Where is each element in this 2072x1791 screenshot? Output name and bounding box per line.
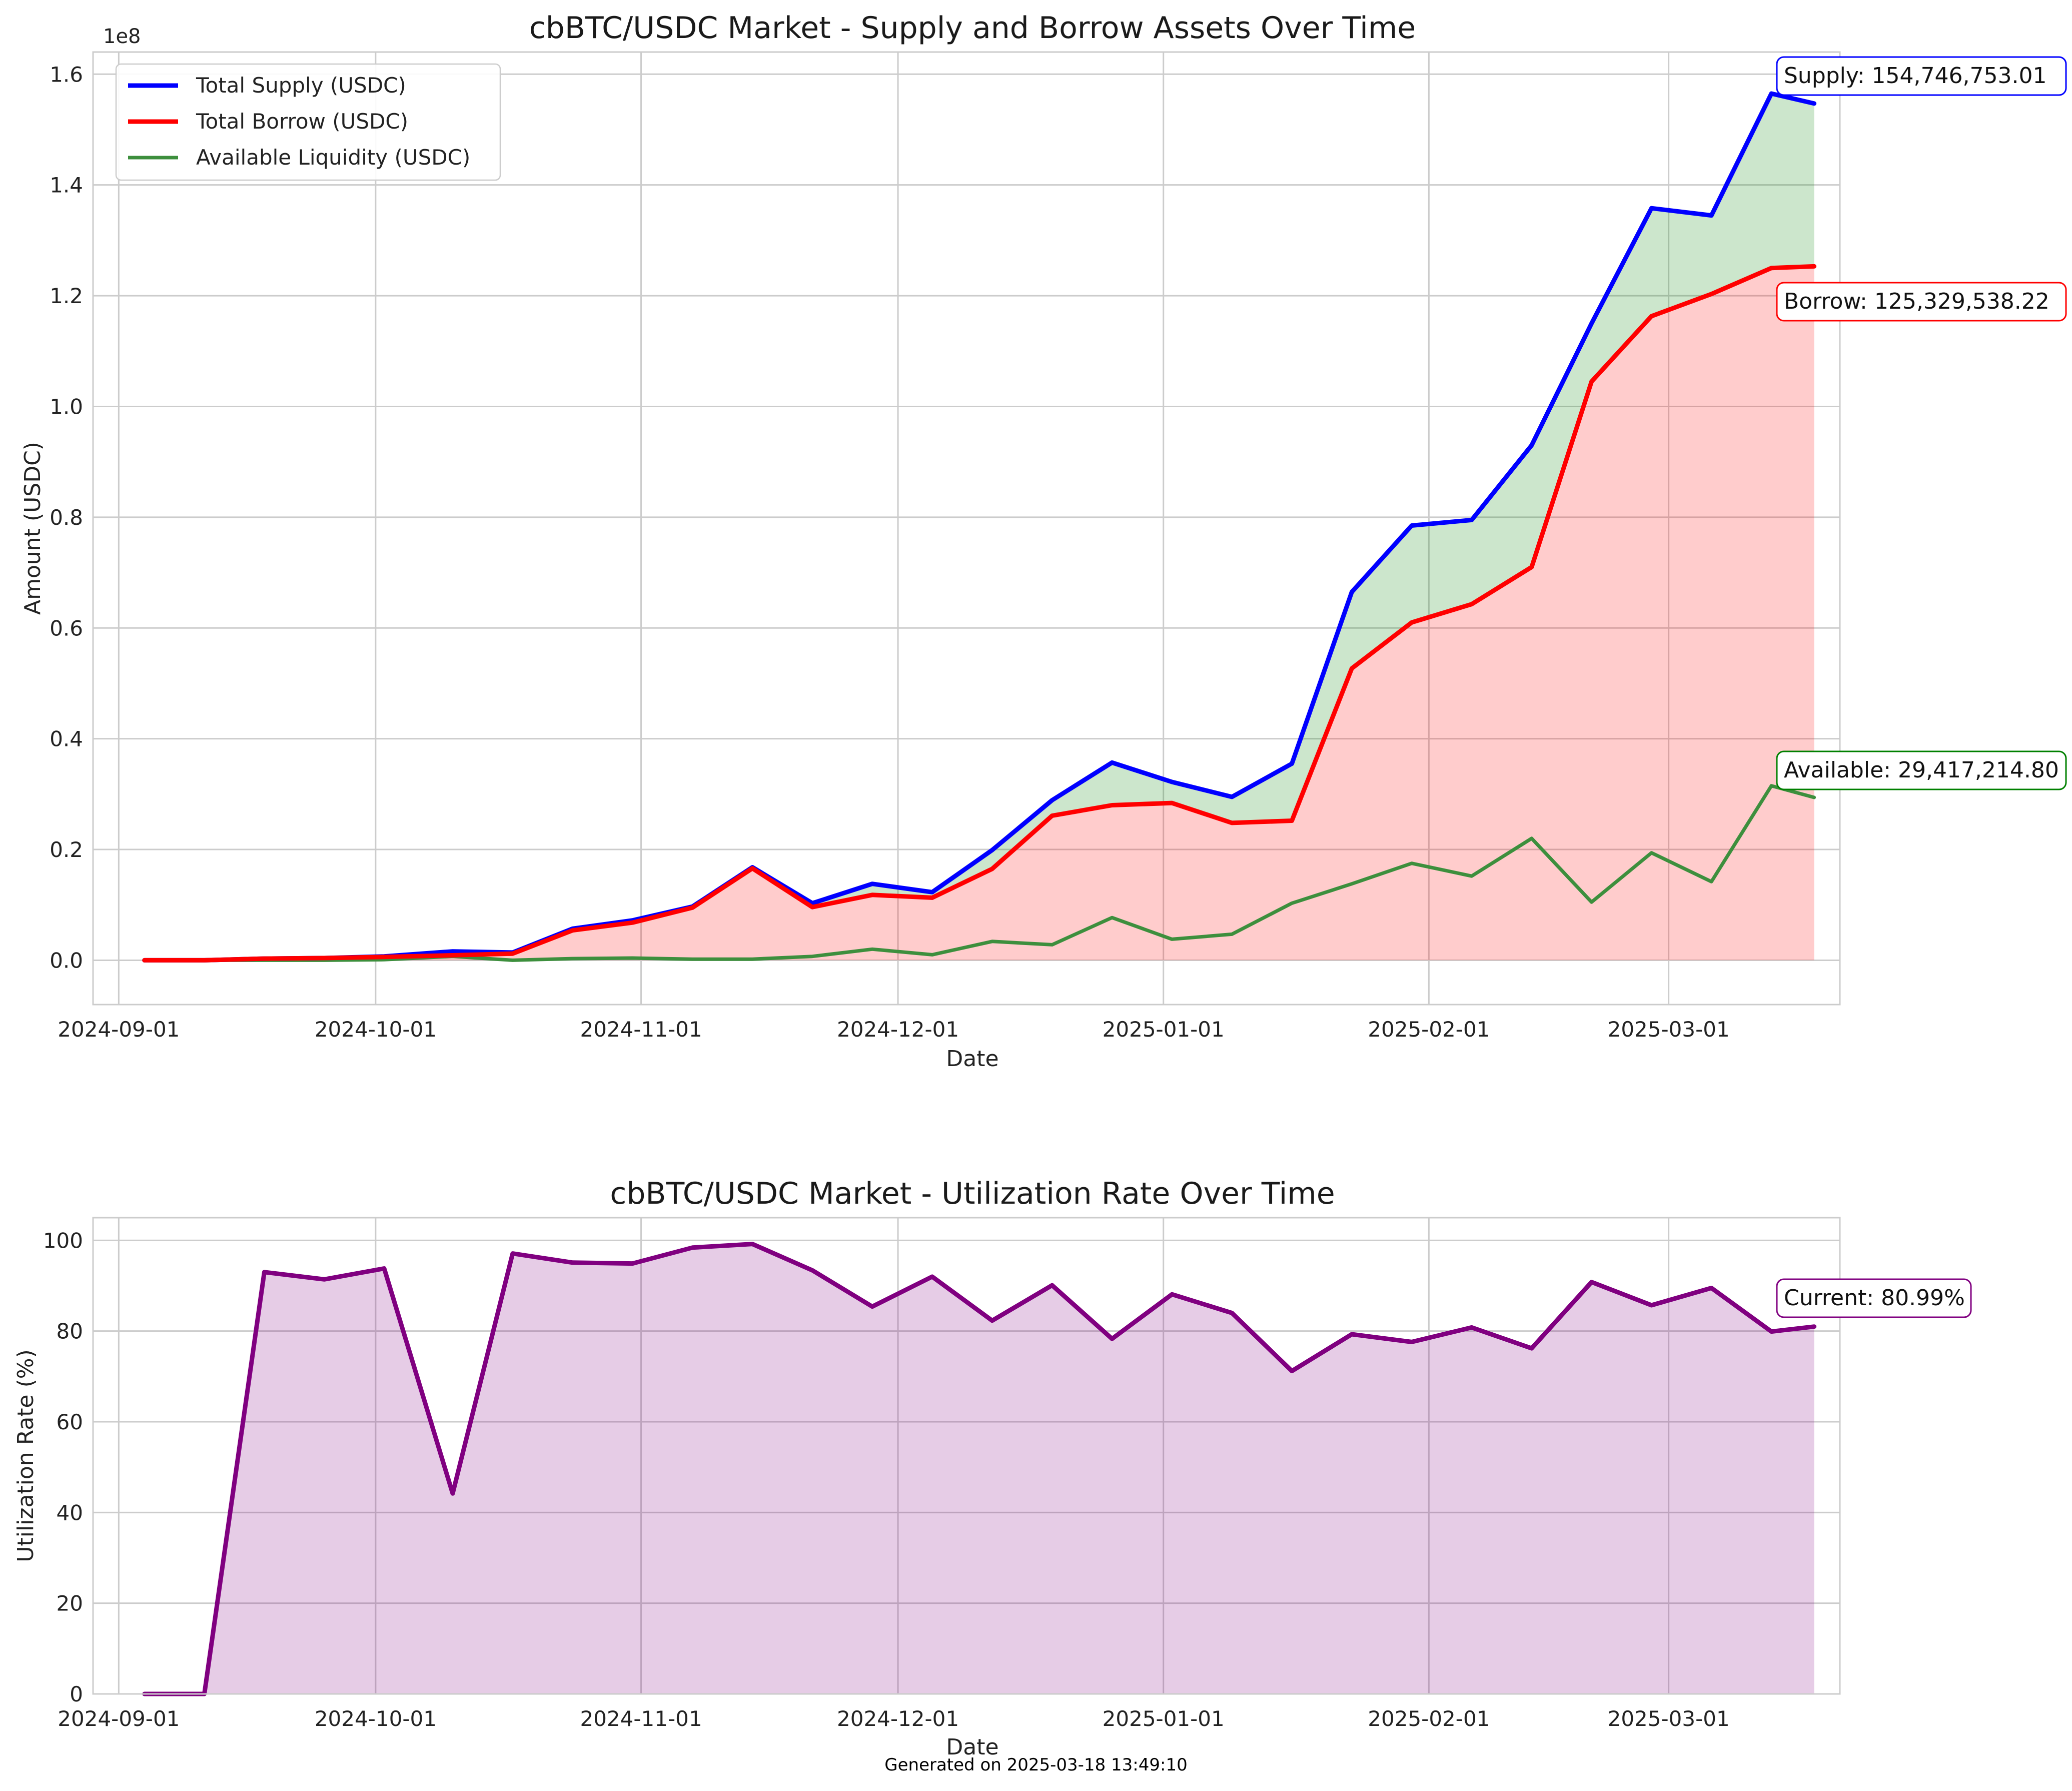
y-tick-label: 1.0 (50, 394, 83, 419)
chart1-x-axis-label: Date (946, 1046, 998, 1072)
chart1-frame (92, 51, 1841, 1006)
x-tick-label: 2024-09-01 (58, 1706, 180, 1731)
x-tick-label: 2024-09-01 (58, 1017, 180, 1042)
liquidity-area-fill (144, 94, 1814, 961)
x-tick-label: 2024-12-01 (837, 1706, 959, 1731)
y-tick-label: 0.6 (50, 616, 83, 640)
borrow-area-fill (144, 266, 1814, 961)
y-tick-label: 1.2 (50, 284, 83, 308)
chart1-title: cbBTC/USDC Market - Supply and Borrow As… (529, 11, 1416, 46)
x-tick-label: 2025-01-01 (1103, 1017, 1225, 1042)
chart2-y-axis-label: Utilization Rate (%) (13, 1349, 39, 1562)
chart2-x-ticks: 2024-09-01 2024-10-01 2024-11-01 2024-12-01… (58, 1706, 1729, 1731)
generated-timestamp: Generated on 2025-03-18 13:49:10 (884, 1755, 1188, 1775)
x-tick-label: 2024-10-01 (315, 1017, 437, 1042)
supply-line (142, 91, 1817, 963)
x-tick-label: 2025-01-01 (1103, 1706, 1225, 1731)
chart1-y-ticks: 0.0 0.2 0.4 0.6 0.8 1.0 1.2 1.4 1.6 (50, 62, 83, 973)
y-tick-label: 0 (70, 1682, 83, 1706)
x-tick-label: 2024-11-01 (580, 1706, 702, 1731)
y-tick-label: 1.6 (50, 62, 83, 87)
supply-borrow-chart: cbBTC/USDC Market - Supply and Borrow As… (20, 11, 2067, 1072)
legend-label-borrow: Total Borrow (USDC) (196, 109, 408, 134)
y-tick-label: 60 (57, 1410, 83, 1434)
annotation-borrow: Borrow: 125,329,538.22 (1776, 282, 2067, 322)
x-tick-label: 2025-03-01 (1608, 1706, 1730, 1731)
y-tick-label: 0.8 (50, 505, 83, 530)
chart2-frame (92, 1217, 1841, 1695)
chart1-y-offset-label: 1e8 (103, 25, 141, 48)
chart2-y-ticks: 0 20 40 60 80 100 (43, 1228, 83, 1706)
borrow-line (142, 264, 1817, 963)
annotation-available: Available: 29,417,214.80 (1776, 750, 2067, 790)
chart2-series-lines (142, 1242, 1817, 1696)
x-tick-label: 2025-02-01 (1368, 1017, 1490, 1042)
y-tick-label: 100 (43, 1228, 83, 1253)
y-tick-label: 40 (57, 1500, 83, 1525)
x-tick-label: 2024-11-01 (580, 1017, 702, 1042)
x-tick-label: 2024-10-01 (315, 1706, 437, 1731)
chart2-x-axis-label: Date (946, 1734, 998, 1760)
chart1-x-ticks: 2024-09-01 2024-10-01 2024-11-01 2024-12-01… (58, 1017, 1729, 1042)
legend-label-liquidity: Available Liquidity (USDC) (196, 145, 470, 170)
annotation-current: Current: 80.99% (1776, 1278, 1972, 1318)
utilization-area-fill (144, 1244, 1814, 1694)
annotation-available-text: Available: 29,417,214.80 (1784, 757, 2059, 783)
y-tick-label: 80 (57, 1319, 83, 1344)
y-tick-label: 1.4 (50, 173, 83, 198)
annotation-borrow-text: Borrow: 125,329,538.22 (1784, 289, 2049, 314)
x-tick-label: 2024-12-01 (837, 1017, 959, 1042)
annotation-current-text: Current: 80.99% (1784, 1285, 1965, 1311)
y-tick-label: 0.0 (50, 948, 83, 973)
x-tick-label: 2025-03-01 (1608, 1017, 1730, 1042)
utilization-line (142, 1242, 1817, 1696)
chart2-title: cbBTC/USDC Market - Utilization Rate Ove… (610, 1176, 1335, 1211)
y-tick-label: 20 (57, 1591, 83, 1616)
y-tick-label: 0.2 (50, 837, 83, 862)
chart1-legend: Total Supply (USDC) Total Borrow (USDC) … (115, 63, 501, 181)
utilization-chart: cbBTC/USDC Market - Utilization Rate Ove… (13, 1176, 1972, 1760)
x-tick-label: 2025-02-01 (1368, 1706, 1490, 1731)
legend-label-supply: Total Supply (USDC) (196, 73, 406, 98)
annotation-supply-text: Supply: 154,746,753.01 (1784, 63, 2046, 89)
chart1-grid (93, 52, 1840, 1005)
y-tick-label: 0.4 (50, 727, 83, 751)
chart1-y-axis-label: Amount (USDC) (20, 442, 46, 615)
chart1-series-lines (142, 91, 1817, 963)
annotation-supply: Supply: 154,746,753.01 (1776, 56, 2067, 96)
